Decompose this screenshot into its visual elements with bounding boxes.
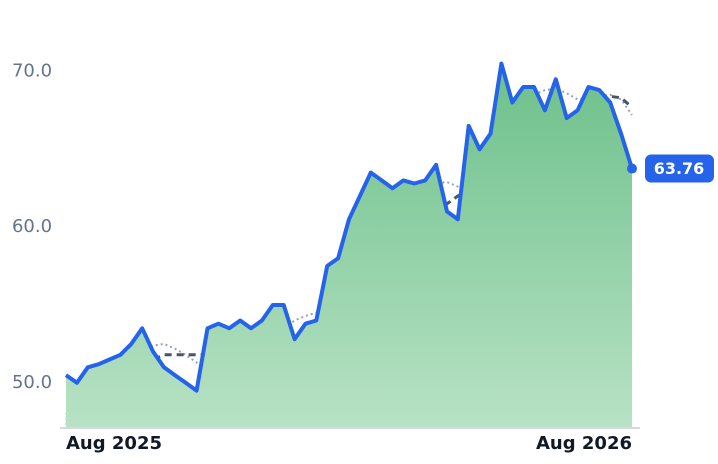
last-point xyxy=(627,163,637,174)
price-badge xyxy=(645,154,714,183)
y-tick-label: 70.0 xyxy=(12,60,52,81)
y-tick-label: 60.0 xyxy=(12,216,52,237)
price-area xyxy=(66,63,632,428)
x-tick-label: Aug 2025 xyxy=(66,433,162,454)
y-tick-label: 50.0 xyxy=(12,372,52,393)
series-line xyxy=(64,61,634,393)
x-tick-label: Aug 2026 xyxy=(536,433,632,454)
price-label: 63.76 xyxy=(654,159,705,178)
